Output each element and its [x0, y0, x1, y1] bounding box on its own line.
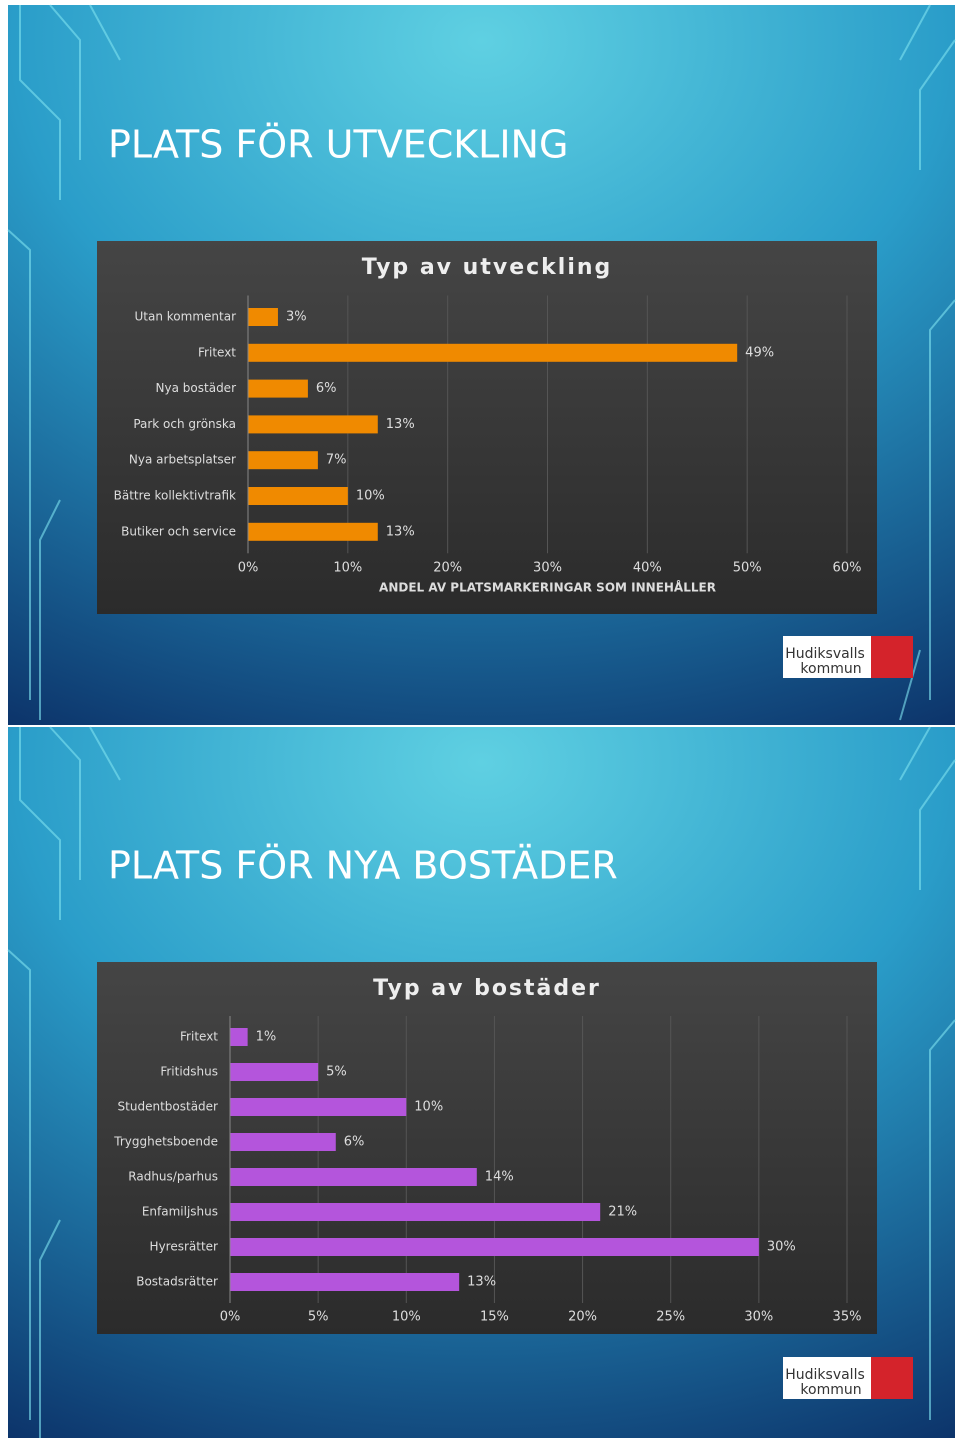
x-tick-label: 0% — [220, 1310, 241, 1325]
y-tick-label: Trygghetsboende — [113, 1135, 218, 1149]
y-tick-label: Enfamiljshus — [142, 1205, 218, 1219]
logo-mark — [871, 636, 913, 678]
bar — [230, 1238, 759, 1256]
data-label: 49% — [745, 345, 774, 360]
data-label: 10% — [356, 489, 385, 504]
screenshot: PLATS FÖR UTVECKLING Hudiksvalls kommun … — [0, 0, 956, 1438]
bar — [230, 1063, 318, 1081]
logo-text: Hudiksvalls — [785, 646, 865, 662]
bar — [230, 1168, 477, 1186]
bar — [248, 415, 378, 433]
chart-title: Typ av bostäder — [373, 976, 601, 1001]
y-tick-label: Fritext — [198, 345, 236, 359]
logo-mark — [871, 1357, 913, 1399]
page: PLATS FÖR UTVECKLING Hudiksvalls kommun … — [0, 0, 956, 1438]
data-label: 13% — [386, 524, 415, 539]
x-tick-label: 10% — [333, 561, 362, 576]
bar — [248, 344, 737, 362]
x-tick-label: 30% — [533, 561, 562, 576]
y-tick-label: Fritidshus — [160, 1065, 218, 1079]
data-label: 13% — [386, 417, 415, 432]
y-tick-label: Nya bostäder — [156, 381, 237, 395]
bar — [230, 1203, 600, 1221]
bar — [230, 1133, 336, 1151]
y-tick-label: Utan kommentar — [135, 310, 237, 324]
data-label: 13% — [467, 1275, 496, 1290]
x-tick-label: 25% — [656, 1310, 685, 1325]
y-tick-label: Butiker och service — [121, 524, 236, 538]
bar — [230, 1273, 459, 1291]
x-tick-label: 15% — [480, 1310, 509, 1325]
x-tick-label: 20% — [433, 561, 462, 576]
data-label: 14% — [485, 1170, 514, 1185]
data-label: 6% — [344, 1135, 365, 1150]
logo-text: kommun — [800, 1382, 861, 1398]
x-tick-label: 20% — [568, 1310, 597, 1325]
x-axis-label: ANDEL AV PLATSMARKERINGAR SOM INNEHÅLLER — [379, 580, 716, 595]
y-tick-label: Park och grönska — [133, 417, 236, 431]
data-label: 7% — [326, 453, 347, 468]
slide-title: PLATS FÖR UTVECKLING — [108, 123, 568, 167]
x-tick-label: 60% — [833, 561, 862, 576]
y-tick-label: Nya arbetsplatser — [129, 453, 236, 467]
data-label: 21% — [608, 1205, 637, 1220]
data-label: 30% — [767, 1240, 796, 1255]
y-tick-label: Hyresrätter — [150, 1240, 219, 1254]
slide: PLATS FÖR NYA BOSTÄDER Hudiksvalls kommu… — [8, 727, 955, 1438]
slide-title: PLATS FÖR NYA BOSTÄDER — [108, 844, 618, 888]
chart-title: Typ av utveckling — [362, 255, 613, 280]
y-tick-label: Radhus/parhus — [128, 1170, 218, 1184]
bar — [248, 523, 378, 541]
y-tick-label: Bostadsrätter — [136, 1275, 218, 1289]
logo-text: Hudiksvalls — [785, 1367, 865, 1383]
bar — [248, 380, 308, 398]
bar — [230, 1028, 248, 1046]
x-tick-label: 0% — [238, 561, 259, 576]
bar — [248, 308, 278, 326]
x-tick-label: 50% — [733, 561, 762, 576]
x-tick-label: 40% — [633, 561, 662, 576]
y-tick-label: Fritext — [180, 1030, 218, 1044]
slide: PLATS FÖR UTVECKLING Hudiksvalls kommun — [8, 5, 955, 725]
data-label: 3% — [286, 310, 307, 325]
y-tick-label: Studentbostäder — [118, 1100, 219, 1114]
logo-text: kommun — [800, 661, 861, 677]
bar — [248, 487, 348, 505]
data-label: 5% — [326, 1065, 347, 1080]
bar — [248, 451, 318, 469]
data-label: 6% — [316, 381, 337, 396]
x-tick-label: 30% — [744, 1310, 773, 1325]
x-tick-label: 35% — [833, 1310, 862, 1325]
data-label: 10% — [414, 1100, 443, 1115]
data-label: 1% — [256, 1030, 277, 1045]
bar — [230, 1098, 406, 1116]
x-tick-label: 10% — [392, 1310, 421, 1325]
x-tick-label: 5% — [308, 1310, 329, 1325]
y-tick-label: Bättre kollektivtrafik — [114, 489, 236, 503]
